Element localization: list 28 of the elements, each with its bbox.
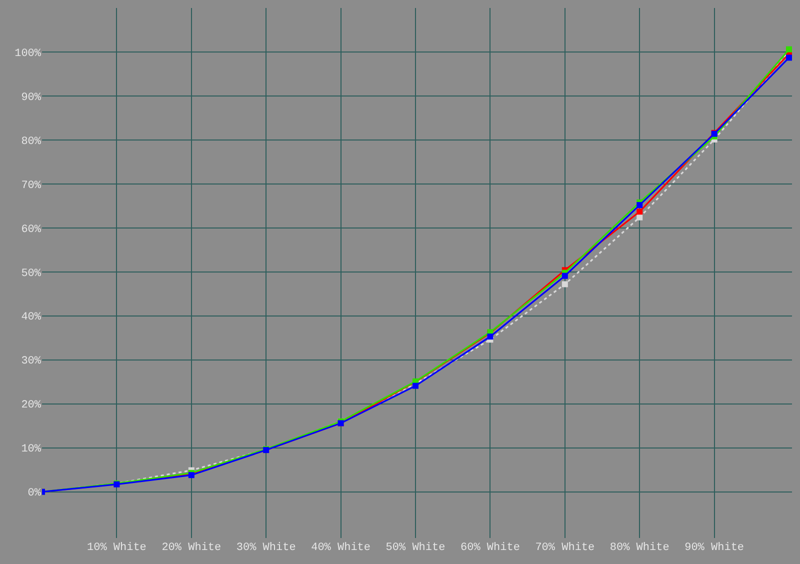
x-tick-label: 40% White — [311, 542, 371, 554]
point — [487, 334, 494, 340]
y-tick-label: 30% — [21, 356, 42, 368]
y-tick-label: 90% — [21, 92, 42, 104]
x-tick-label: 90% White — [684, 542, 744, 554]
x-tick-label: 80% White — [610, 542, 670, 554]
y-tick-label: 100% — [14, 48, 42, 60]
x-tick-label: 20% White — [162, 542, 222, 554]
y-tick-label: 70% — [21, 180, 42, 192]
x-tick-label: 70% White — [535, 542, 595, 554]
x-tick-label: 50% White — [386, 542, 446, 554]
x-tick-label: 30% White — [236, 542, 296, 554]
x-tick-label: 60% White — [460, 542, 520, 554]
y-tick-label: 20% — [21, 400, 42, 412]
point — [636, 208, 643, 215]
y-tick-label: 10% — [21, 444, 42, 456]
y-tick-label: 50% — [21, 268, 42, 280]
y-tick-label: 40% — [21, 312, 42, 324]
point — [636, 214, 643, 220]
point — [636, 202, 643, 208]
y-tick-label: 0% — [28, 488, 42, 500]
point — [562, 281, 568, 288]
y-tick-label: 60% — [21, 224, 42, 236]
point — [786, 54, 792, 61]
x-tick-label: 10% White — [86, 542, 146, 554]
y-tick-label: 80% — [21, 136, 42, 148]
point — [562, 272, 568, 279]
point — [786, 46, 792, 52]
